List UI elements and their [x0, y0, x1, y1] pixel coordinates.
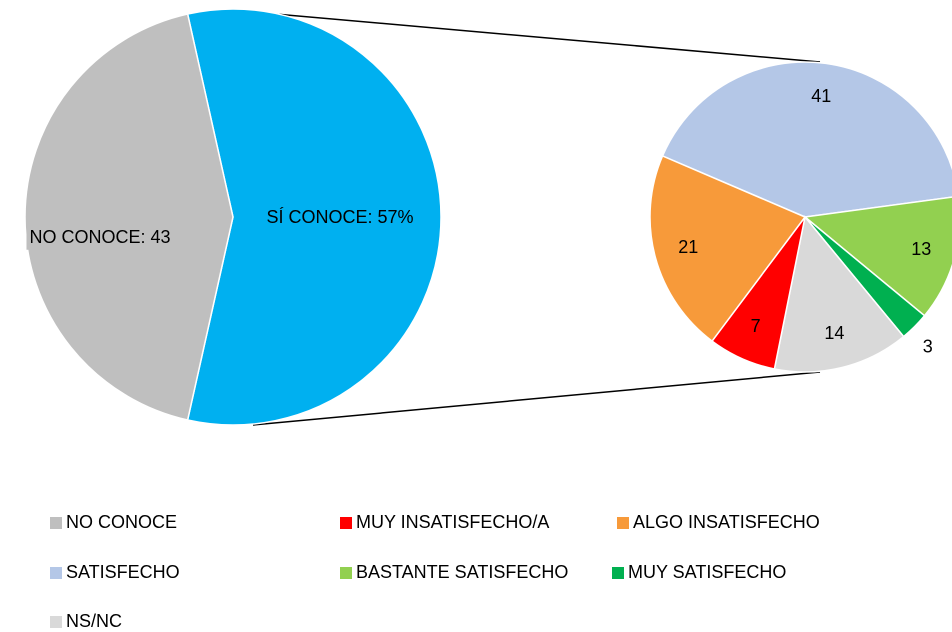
pie-slice: [661, 61, 952, 218]
data-label: 14: [824, 323, 844, 343]
data-label-background: [26, 223, 174, 250]
legend-label: ALGO INSATISFECHO: [633, 512, 820, 532]
pie-slice: [773, 215, 905, 373]
legend-label: NS/NC: [66, 611, 122, 631]
data-label: 21: [678, 237, 698, 257]
legend-swatch: [50, 616, 62, 628]
pie-slice: [186, 8, 442, 426]
data-label: 41: [811, 86, 831, 106]
legend-label: MUY SATISFECHO: [628, 562, 786, 582]
legend-label: NO CONOCE: [66, 512, 177, 532]
legend-swatch: [340, 567, 352, 579]
connector-line: [252, 371, 821, 426]
legend-label: SATISFECHO: [66, 562, 180, 582]
legend-swatch: [612, 567, 624, 579]
pie-slice: [24, 13, 234, 421]
connector-line: [252, 11, 821, 63]
data-label: SÍ CONOCE: 57%: [266, 207, 413, 227]
legend-label: BASTANTE SATISFECHO: [356, 562, 568, 582]
legend-swatch: [50, 567, 62, 579]
legend-label: MUY INSATISFECHO/A: [356, 512, 549, 532]
data-label: NO CONOCE: 43: [29, 227, 170, 247]
pie-slice: [649, 154, 807, 343]
data-label: 13: [911, 239, 931, 259]
legend-swatch: [617, 517, 629, 529]
legend-swatch: [50, 517, 62, 529]
data-label: 7: [751, 316, 761, 336]
pie-slice: [803, 196, 952, 317]
data-label: 3: [923, 337, 933, 357]
legend-swatch: [340, 517, 352, 529]
